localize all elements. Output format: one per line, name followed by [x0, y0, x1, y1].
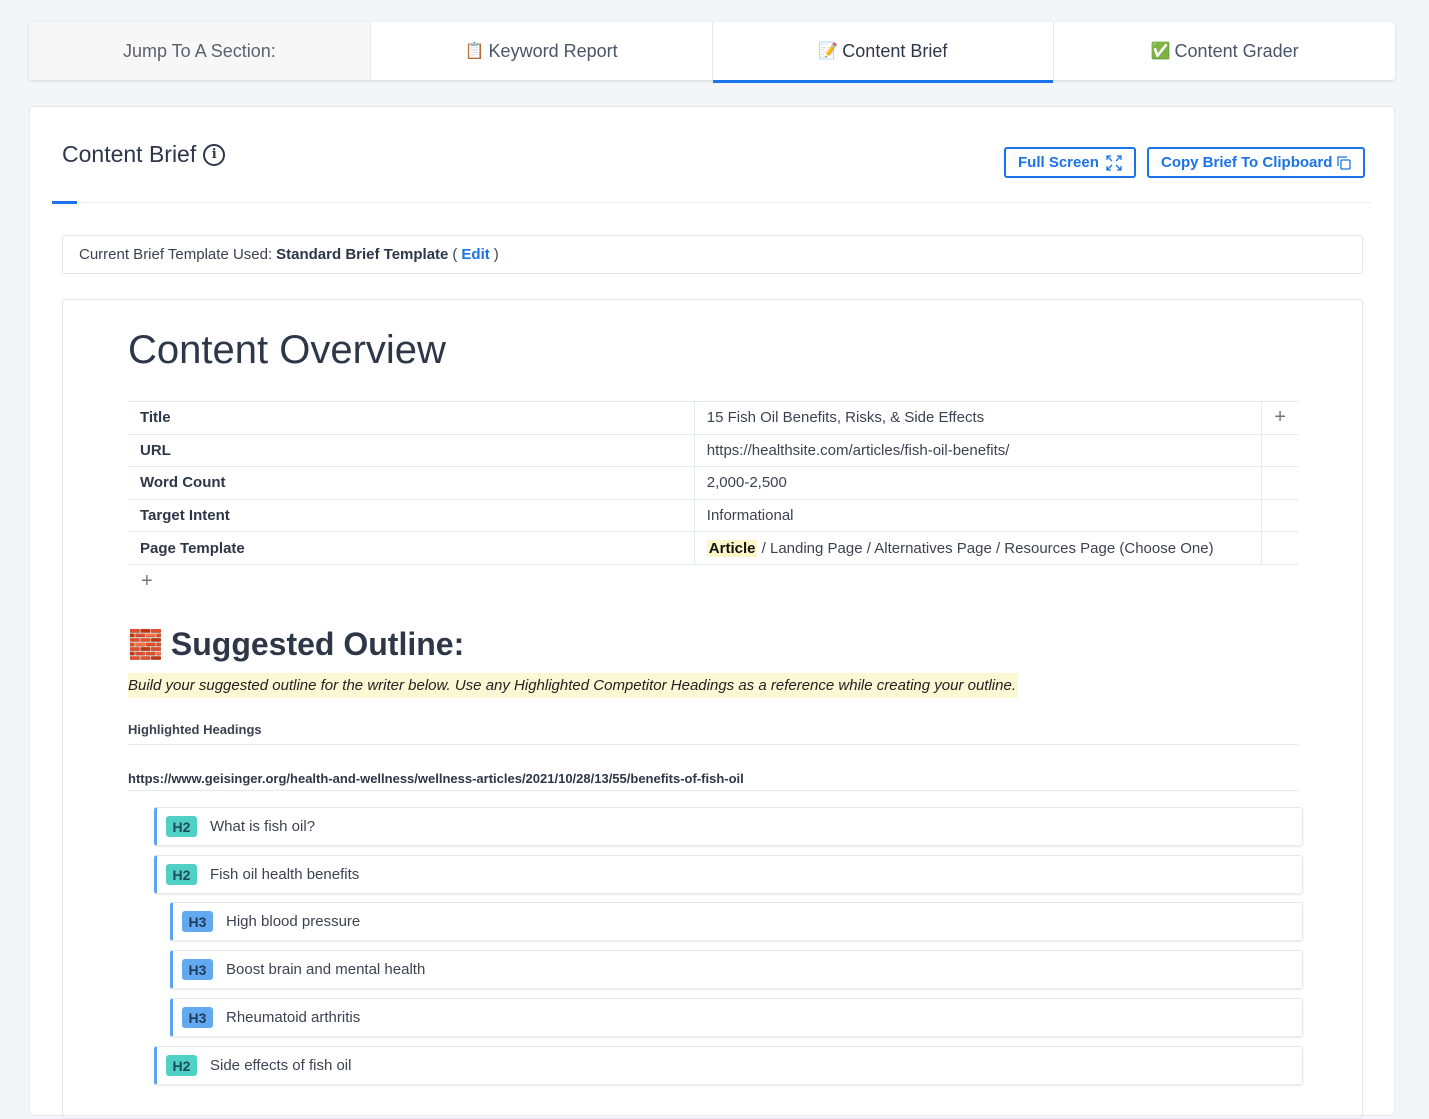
heading-text: High blood pressure [226, 913, 361, 930]
h3-badge: H3 [182, 911, 213, 932]
tab-label: Keyword Report [488, 40, 618, 61]
heading-text: What is fish oil? [210, 818, 316, 835]
row-value[interactable]: 15 Fish Oil Benefits, Risks, & Side Effe… [694, 401, 1263, 435]
row-key: Title [128, 401, 695, 435]
divider [52, 202, 1372, 203]
check-icon: ✅ [1150, 43, 1171, 60]
button-label: Full Screen [1018, 154, 1099, 171]
copy-brief-button[interactable]: Copy Brief To Clipboard [1147, 147, 1366, 178]
title-text: Content Brief [62, 141, 197, 167]
add-column-icon[interactable]: + [1261, 401, 1298, 435]
h2-badge: H2 [166, 1055, 197, 1076]
outline-note: Build your suggested outline for the wri… [128, 673, 1018, 698]
highlighted-option: Article [706, 539, 758, 557]
row-value[interactable]: Informational [694, 498, 1263, 533]
row-key: Word Count [128, 466, 695, 500]
row-value[interactable]: Article / Landing Page / Alternatives Pa… [694, 531, 1263, 565]
template-label: Current Brief Template Used: [79, 246, 273, 263]
full-screen-button[interactable]: Full Screen [1004, 147, 1136, 178]
brief-document: Content Overview Title 15 Fish Oil Benefi… [62, 299, 1363, 1119]
tab-content-brief[interactable]: 📝 Content Brief [712, 22, 1055, 83]
outline-heading-item[interactable]: H3 High blood pressure [170, 902, 1303, 941]
table-row: Word Count 2,000-2,500 [128, 466, 1298, 500]
row-value[interactable]: 2,000-2,500 [694, 466, 1263, 500]
bricks-icon: 🧱 [128, 629, 163, 660]
h2-badge: H2 [166, 816, 197, 837]
section-tabs: Jump To A Section: 📋 Keyword Report 📝 Cont… [29, 22, 1395, 83]
outline-heading-item[interactable]: H2 Fish oil health benefits [154, 855, 1303, 894]
competitor-url[interactable]: https://www.geisinger.org/health-and-wel… [128, 771, 1298, 791]
heading-text: Side effects of fish oil [210, 1057, 352, 1074]
empty-cell [1261, 466, 1298, 500]
table-row: Title 15 Fish Oil Benefits, Risks, & Side… [128, 401, 1298, 435]
empty-cell [1261, 433, 1298, 468]
paren: ) [493, 246, 499, 263]
heading-text: Boost brain and mental health [226, 961, 426, 978]
content-brief-card: Content Brief i Full Screen Copy Brief To… [29, 106, 1395, 1119]
copy-icon [1337, 155, 1352, 170]
content-overview-heading: Content Overview [128, 328, 446, 372]
empty-cell [1261, 498, 1298, 533]
heading-text: Suggested Outline: [170, 626, 465, 662]
info-icon[interactable]: i [203, 143, 226, 166]
memo-icon: 📝 [818, 43, 839, 60]
outline-heading-item[interactable]: H3 Boost brain and mental health [170, 950, 1303, 989]
table-row: Page Template Article / Landing Page / Al… [128, 531, 1298, 565]
expand-icon [1106, 154, 1122, 171]
table-row: Target Intent Informational [128, 498, 1298, 533]
h2-badge: H2 [166, 864, 197, 885]
row-key: URL [128, 433, 695, 468]
overview-table: Title 15 Fish Oil Benefits, Risks, & Side… [128, 401, 1298, 565]
paren: ( [452, 246, 458, 263]
outline-heading-item[interactable]: H2 What is fish oil? [154, 807, 1303, 846]
h3-badge: H3 [182, 959, 213, 980]
tab-label: Jump To A Section: [122, 40, 276, 61]
outline-heading-item[interactable]: H3 Rheumatoid arthritis [170, 998, 1303, 1037]
edit-template-link[interactable]: Edit [461, 246, 490, 263]
suggested-outline-heading: 🧱 Suggested Outline: [128, 626, 464, 663]
tab-label: Content Brief [842, 40, 948, 61]
row-key: Target Intent [128, 498, 695, 533]
heading-text: Fish oil health benefits [210, 866, 360, 883]
row-key: Page Template [128, 531, 695, 565]
page-title: Content Brief i [62, 141, 226, 168]
options-text: / Landing Page / Alternatives Page / Res… [757, 539, 1214, 557]
h3-badge: H3 [182, 1007, 213, 1028]
tab-label: Content Grader [1174, 40, 1299, 61]
template-name: Standard Brief Template [276, 246, 449, 263]
add-row-icon[interactable]: + [141, 570, 153, 592]
title-underline [52, 201, 77, 204]
highlighted-headings-label: Highlighted Headings [128, 722, 1298, 745]
jump-to-section-label: Jump To A Section: [29, 22, 371, 80]
empty-cell [1261, 531, 1298, 565]
tab-content-grader[interactable]: ✅ Content Grader [1054, 22, 1395, 80]
button-label: Copy Brief To Clipboard [1161, 154, 1333, 171]
table-row: URL https://healthsite.com/articles/fish-… [128, 433, 1298, 468]
outline-heading-item[interactable]: H2 Side effects of fish oil [154, 1046, 1303, 1085]
row-value[interactable]: https://healthsite.com/articles/fish-oil… [694, 433, 1263, 468]
template-bar: Current Brief Template Used: Standard Br… [62, 235, 1363, 274]
clipboard-icon: 📋 [464, 43, 485, 60]
tab-keyword-report[interactable]: 📋 Keyword Report [371, 22, 713, 80]
heading-text: Rheumatoid arthritis [226, 1009, 361, 1026]
